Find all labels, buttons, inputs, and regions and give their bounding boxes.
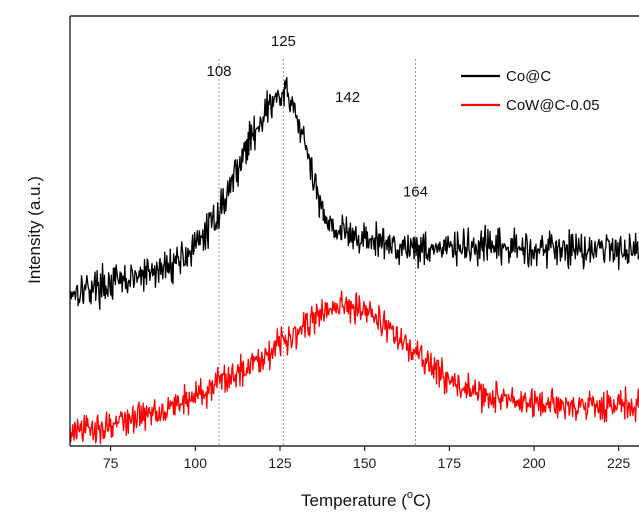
annotation-1: 125 — [271, 33, 296, 50]
x-tick-label-3: 150 — [353, 455, 377, 471]
annotation-3: 164 — [403, 184, 428, 201]
x-axis-title-main: Temperature ( — [301, 491, 407, 510]
x-tick-label-6: 225 — [607, 455, 631, 471]
x-tick-label-1: 100 — [184, 455, 208, 471]
x-tick-label-5: 200 — [522, 455, 546, 471]
annotation-2: 142 — [335, 89, 360, 106]
x-tick-label-0: 75 — [103, 455, 119, 471]
x-axis-title-unit: C) — [413, 491, 431, 510]
series-line-0 — [69, 76, 639, 310]
y-axis-title: Intensity (a.u.) — [25, 176, 44, 284]
x-tick-label-2: 125 — [268, 455, 292, 471]
legend: Co@C CoW@C-0.05 — [461, 68, 600, 114]
axes: 75 100 125 150 175 200 225 — [69, 15, 639, 471]
x-axis-title-degree: o — [407, 489, 413, 501]
annotation-0: 108 — [207, 63, 232, 80]
peak-annotations: 108 125 142 164 — [207, 33, 428, 201]
x-tick-label-4: 175 — [438, 455, 462, 471]
legend-label-cow-c: CoW@C-0.05 — [506, 97, 600, 114]
legend-label-co-c: Co@C — [506, 68, 551, 85]
x-axis-title: Temperature (oC) — [301, 489, 431, 510]
series-layer — [69, 76, 639, 445]
series-line-1 — [69, 290, 639, 445]
